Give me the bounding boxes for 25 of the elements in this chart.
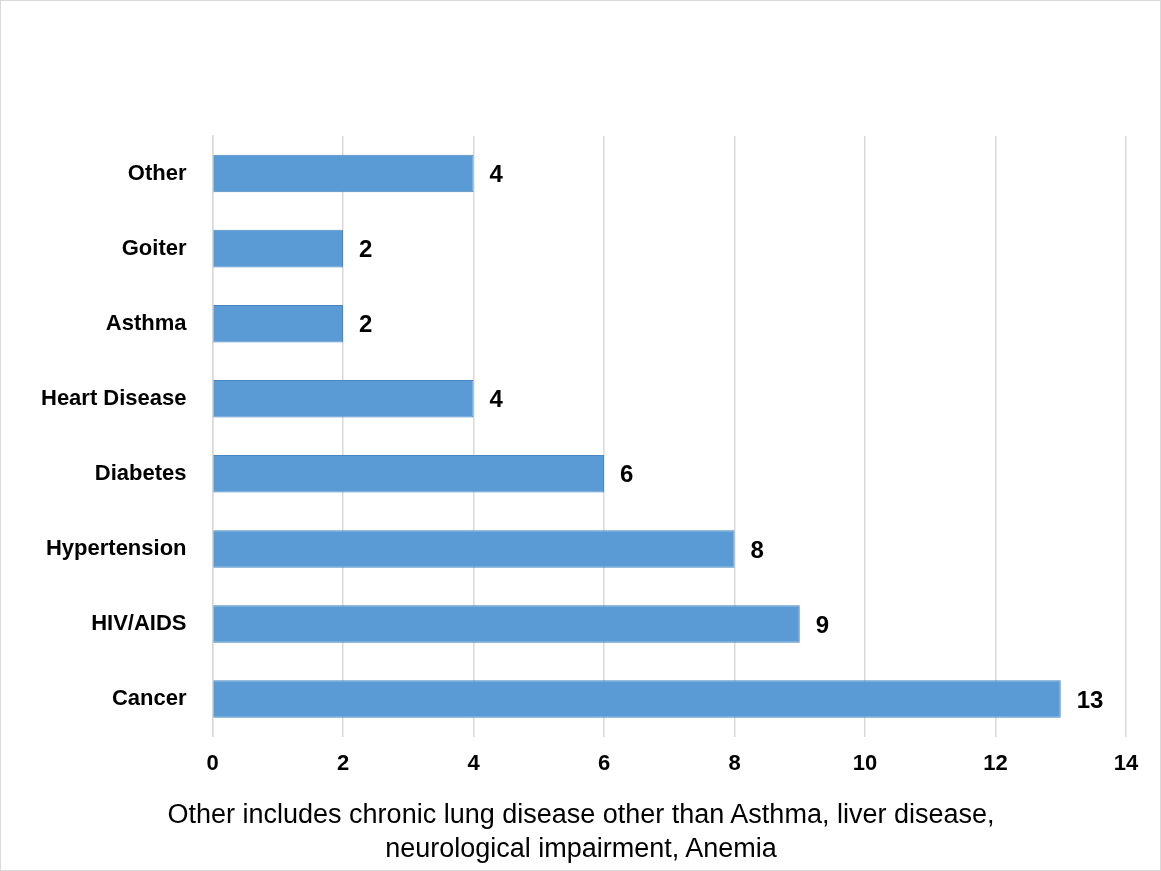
text: Other includes chronic lung disease other than Asthma, liver disease, neurological impairment, Anemia [166, 798, 996, 865]
x-tick-label: 10 [852, 749, 878, 775]
y-tick-label: Diabetes [94, 459, 187, 485]
x-tick-label: 0 [206, 749, 219, 775]
data-label: 6 [620, 460, 634, 488]
x-tick-label: 2 [336, 749, 350, 775]
x-tick-label: 6 [597, 749, 611, 775]
data-label: 2 [359, 235, 373, 263]
y-tick-label: Goiter [121, 234, 187, 260]
y-tick-label: Cancer [111, 685, 187, 711]
x-tick-label: 8 [728, 749, 741, 775]
data-label: 13 [1076, 685, 1104, 713]
y-tick-label: Asthma [105, 309, 188, 335]
data-label: 4 [489, 160, 504, 188]
data-label: 8 [750, 535, 764, 563]
y-tick-label: Hypertension [45, 534, 187, 560]
x-tick-label: 4 [467, 749, 481, 775]
y-tick-label: Other [127, 159, 187, 185]
x-tick-label: 12 [983, 749, 1008, 775]
data-label: 4 [489, 385, 504, 413]
y-tick-label: Heart Disease [40, 384, 187, 410]
y-tick-label: HIV/AIDS [91, 610, 187, 636]
data-label: 9 [815, 610, 830, 638]
data-label: 2 [359, 310, 373, 338]
x-tick-label: 14 [1113, 749, 1139, 775]
